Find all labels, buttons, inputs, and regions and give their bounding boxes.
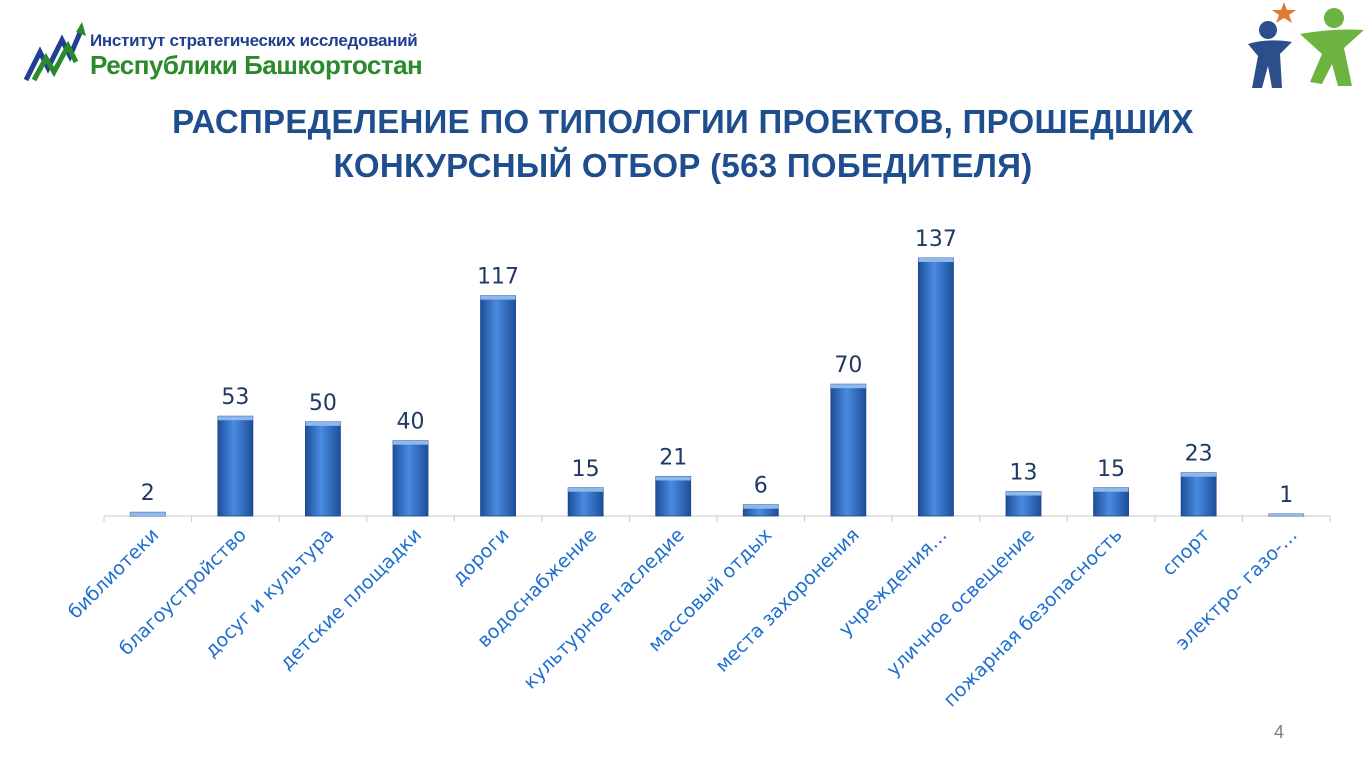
bar-top-highlight [568,487,604,492]
people-star-icon [1248,2,1364,88]
data-label: 6 [754,474,768,499]
data-label: 137 [915,227,957,252]
bar-top-highlight [217,416,253,421]
bar [830,383,867,517]
data-label: 117 [477,265,519,290]
category-label: места захоронения [711,524,864,677]
bar [918,257,954,517]
bar [1005,491,1042,517]
data-label: 23 [1185,442,1213,467]
bar [480,295,516,517]
chart-title-line-1: РАСПРЕДЕЛЕНИЕ ПО ТИПОЛОГИИ ПРОЕКТОВ, ПРО… [172,103,1194,140]
page-number: 4 [1273,722,1284,742]
institute-logo: Институт стратегических исследований Рес… [22,22,423,84]
bar-top-highlight [1181,472,1217,477]
bar [1093,487,1129,517]
category-label: уличное освещение [882,524,1039,681]
category-label: детские площадки [276,524,426,674]
bar-top-highlight [830,384,866,389]
institute-logo-icon [23,22,86,82]
category-label: дороги [448,524,514,590]
data-label: 13 [1010,461,1038,486]
data-label: 21 [659,445,687,470]
bar-top-highlight [1006,491,1041,496]
data-label: 2 [141,481,155,506]
chart-title: РАСПРЕДЕЛЕНИЕ ПО ТИПОЛОГИИ ПРОЕКТОВ, ПРО… [0,100,1366,188]
logo-line-2: Республики Башкортостан [90,50,423,80]
category-label: культурное наследие [519,524,689,694]
data-label: 50 [309,391,337,416]
bar [655,476,692,517]
bar [217,415,254,517]
category-label: пожарная безопасность [939,524,1126,711]
data-label: 40 [397,410,425,435]
data-label: 1 [1279,483,1293,508]
chart-title-line-2: КОНКУРСНЫЙ ОТБОР (563 ПОБЕДИТЕЛЯ) [333,147,1033,184]
bar-top-highlight [305,421,341,426]
data-label: 15 [1097,457,1125,482]
bar-top-highlight [1268,514,1304,516]
bar [392,440,429,517]
bar [1180,472,1217,517]
bar-top-highlight [130,512,166,516]
data-label: 70 [834,353,862,378]
data-label: 53 [221,385,249,410]
category-label: библиотеки [64,524,163,623]
bar-top-highlight [393,440,428,445]
bar-top-highlight [655,476,691,481]
bar-top-highlight [1093,487,1129,492]
bar-top-highlight [480,295,516,300]
bar [305,421,341,517]
data-label: 15 [572,457,600,482]
logo-line-1: Институт стратегических исследований [90,31,418,50]
bar [567,487,604,517]
category-label: спорт [1158,524,1214,580]
bar-top-highlight [918,258,954,262]
bar-top-highlight [743,504,779,509]
